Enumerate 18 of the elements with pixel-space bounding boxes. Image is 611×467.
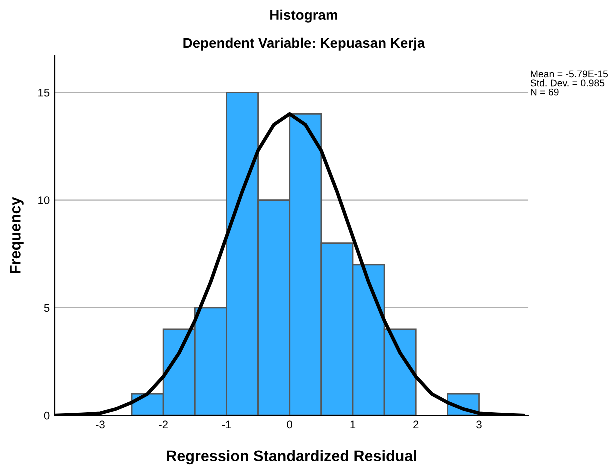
y-axis-title: Frequency (10, 197, 24, 274)
x-tick-label: 2 (414, 420, 419, 429)
y-tick-label: 10 (38, 196, 50, 204)
x-tick-label: -1 (222, 420, 232, 429)
chart-subtitle: Dependent Variable: Kepuasan Kerja (184, 38, 426, 51)
x-axis-title: Regression Standardized Residual (167, 450, 416, 465)
x-tick-label: -2 (159, 420, 168, 429)
x-tick-label: 3 (476, 420, 482, 429)
y-tick-label: 5 (44, 304, 50, 312)
text: N = 69 (531, 88, 559, 96)
x-tick-label: 1 (350, 420, 356, 429)
text: Mean = -5.79E-15 (531, 70, 608, 78)
y-tick-label: 15 (38, 89, 50, 97)
x-tick-label: 0 (287, 420, 293, 429)
x-tick-label: -3 (96, 420, 105, 429)
y-tick-label: 0 (44, 412, 50, 420)
text: Std. Dev. = 0.985 (530, 80, 605, 87)
chart-title: Histogram (270, 10, 338, 23)
